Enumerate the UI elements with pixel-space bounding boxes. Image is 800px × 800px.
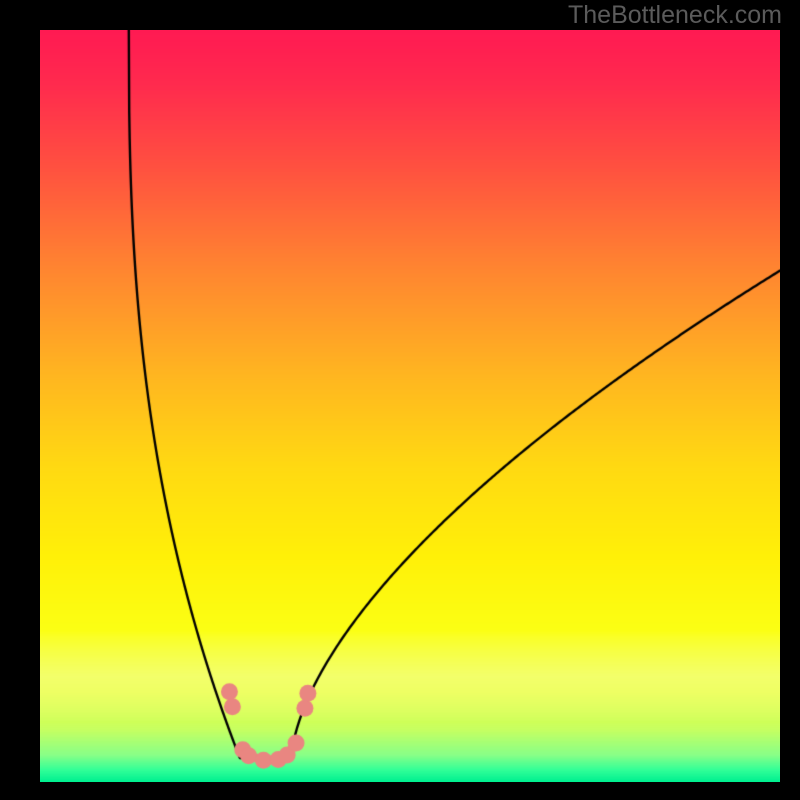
curve-canvas xyxy=(40,30,780,782)
watermark-label: TheBottleneck.com xyxy=(568,1,782,30)
chart-stage: TheBottleneck.com xyxy=(0,0,800,800)
